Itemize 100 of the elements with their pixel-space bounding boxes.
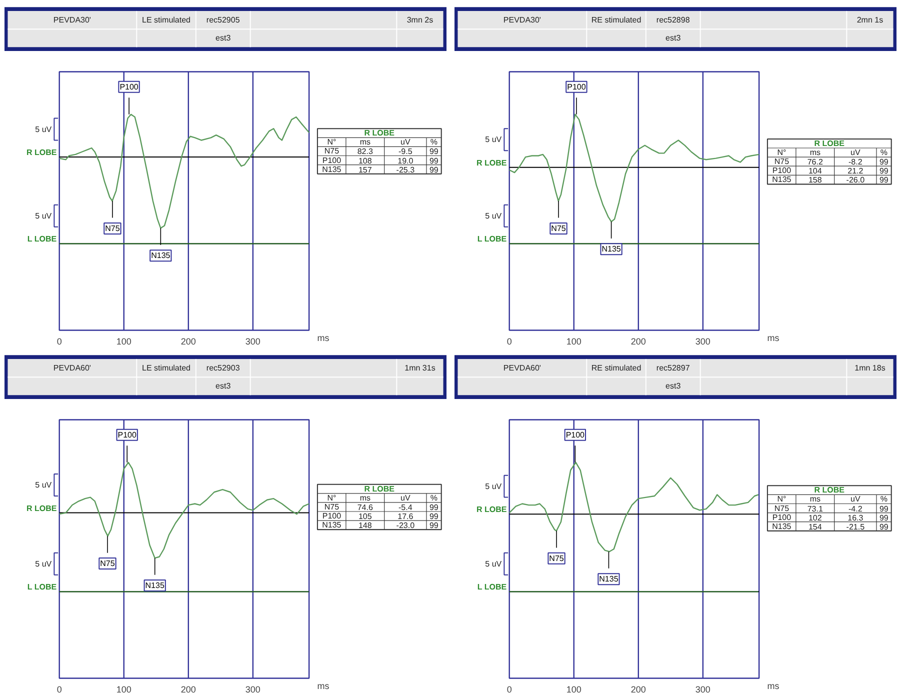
text: % — [430, 138, 438, 147]
text: 3mn 2s — [406, 16, 434, 25]
text: rec52905 — [206, 16, 240, 25]
series-label: L LOBE — [27, 582, 58, 592]
text: 148 — [358, 521, 372, 530]
text: N75 — [324, 502, 340, 512]
x-tick-label: 100 — [116, 684, 132, 694]
text: ms — [810, 148, 820, 158]
text: % — [430, 493, 438, 502]
x-tick-label: 0 — [506, 336, 512, 346]
series-label: R LOBE — [476, 505, 508, 514]
text: N135 — [772, 522, 792, 531]
text: 99 — [879, 158, 889, 167]
text: 99 — [879, 513, 889, 522]
annotation: N75 — [549, 554, 564, 563]
x-tick-label: 0 — [506, 684, 512, 694]
x-tick-label: 200 — [630, 336, 646, 346]
text: 99 — [429, 502, 439, 512]
annotation: N135 — [599, 574, 619, 584]
chart-subtitle: RE stimulated — [591, 16, 642, 25]
text: 105 — [358, 512, 372, 522]
text: rec52898 — [656, 16, 690, 25]
text: 5 uV — [485, 559, 502, 568]
text: uV — [400, 138, 411, 147]
text: % — [880, 148, 888, 158]
series-label: L LOBE — [477, 234, 508, 244]
text: R LOBE — [364, 484, 396, 494]
text: 99 — [429, 512, 439, 522]
text: R LOBE — [814, 138, 846, 148]
chart-subtitle: RE stimulated — [591, 364, 642, 373]
text: N° — [777, 148, 786, 158]
annotation: P100 — [118, 430, 137, 440]
text: R LOBE — [814, 486, 846, 495]
text: -4.2 — [848, 504, 863, 514]
text: est3 — [216, 34, 232, 43]
text: 104 — [808, 166, 822, 176]
text: 102 — [808, 513, 822, 522]
text: 99 — [429, 147, 439, 156]
annotation: P100 — [120, 82, 139, 92]
text: -21.5 — [846, 522, 866, 532]
text: N° — [327, 138, 336, 147]
text: % — [880, 494, 888, 504]
text: 73.1 — [807, 504, 824, 514]
text: 16.3 — [848, 513, 864, 522]
text: -26.0 — [846, 176, 866, 185]
x-axis-title: ms — [767, 681, 780, 692]
text: uV — [850, 148, 861, 158]
text: est3 — [666, 34, 682, 43]
text: 5 uV — [35, 480, 52, 490]
x-tick-label: 100 — [566, 684, 582, 694]
text: 99 — [429, 165, 439, 174]
text: 99 — [429, 156, 439, 166]
x-tick-label: 200 — [180, 684, 196, 694]
text: N° — [777, 494, 786, 504]
text: P100 — [322, 512, 342, 521]
text: 1mn 18s — [854, 364, 886, 373]
annotation: N135 — [151, 251, 171, 260]
series-label: R LOBE — [26, 148, 58, 158]
x-axis-title: ms — [317, 681, 330, 692]
text: 158 — [808, 176, 822, 185]
text: 99 — [879, 176, 889, 185]
text: N75 — [324, 146, 340, 156]
x-tick-label: 100 — [566, 336, 582, 346]
chart-title: PEVDA30' — [53, 16, 92, 25]
text: ms — [360, 493, 370, 502]
text: ms — [360, 138, 370, 147]
chart-title: PEVDA60' — [53, 364, 92, 373]
text: P100 — [322, 156, 342, 165]
text: 5 uV — [35, 559, 52, 568]
text: 5 uV — [35, 211, 52, 220]
text: -25.3 — [396, 165, 416, 174]
text: est3 — [216, 382, 232, 391]
series-label: L LOBE — [27, 234, 58, 244]
text: 108 — [358, 156, 372, 166]
x-axis-title: ms — [767, 333, 780, 344]
x-tick-label: 0 — [56, 684, 62, 694]
x-tick-label: 0 — [56, 336, 62, 346]
annotation: P100 — [567, 82, 586, 92]
text: N135 — [772, 175, 792, 184]
text: est3 — [666, 382, 682, 391]
annotation: N75 — [105, 224, 120, 233]
text: 99 — [879, 166, 889, 176]
text: 21.2 — [848, 166, 864, 176]
text: P100 — [772, 512, 792, 522]
text: 5 uV — [485, 211, 502, 220]
text: 74.6 — [357, 502, 374, 512]
annotation: N75 — [551, 224, 566, 233]
text: rec52897 — [656, 364, 690, 373]
text: -5.4 — [398, 502, 413, 512]
text: ms — [810, 494, 820, 504]
text: 76.2 — [807, 158, 824, 167]
text: rec52903 — [206, 364, 240, 373]
text: 17.6 — [398, 512, 414, 522]
text: 154 — [808, 522, 822, 532]
text: N75 — [774, 504, 790, 513]
text: 1mn 31s — [404, 364, 436, 373]
x-tick-label: 200 — [180, 336, 196, 346]
chart-subtitle: LE stimulated — [142, 16, 190, 25]
annotation: P100 — [566, 430, 586, 440]
text: -23.0 — [396, 521, 416, 530]
